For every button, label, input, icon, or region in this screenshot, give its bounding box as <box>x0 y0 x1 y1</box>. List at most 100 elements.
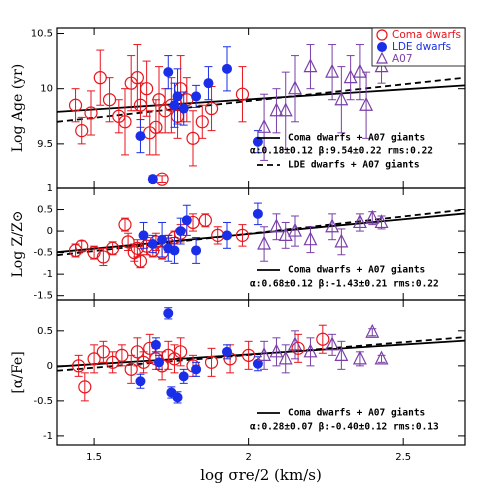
fit-line <box>57 208 465 257</box>
marker <box>252 136 263 147</box>
y-tick-label: -0.5 <box>33 396 53 407</box>
y-tick-label: 1 <box>47 183 53 194</box>
marker <box>195 115 209 129</box>
marker <box>352 350 367 365</box>
marker <box>169 100 180 111</box>
marker <box>124 362 138 376</box>
marker <box>84 106 98 120</box>
legend-marker <box>376 51 388 64</box>
fit-line <box>57 84 465 113</box>
marker <box>138 230 149 241</box>
fit-text: α:0.18±0.12 β:9.54±0.22 rms:0.22 <box>250 146 433 157</box>
marker <box>87 352 101 366</box>
marker <box>172 91 183 102</box>
marker <box>269 343 284 358</box>
marker <box>252 208 263 219</box>
marker <box>222 346 232 357</box>
x-tick-label: 1.5 <box>86 452 102 463</box>
marker <box>291 341 305 355</box>
y-axis-label: Log Z/Z⊙ <box>10 210 26 277</box>
y-axis-label: Log Age (yr) <box>10 64 26 152</box>
marker <box>121 235 135 249</box>
legend-marker <box>377 42 387 52</box>
marker <box>174 345 188 359</box>
marker <box>172 392 183 403</box>
marker <box>96 250 110 264</box>
line-label: Coma dwarfs + A07 giants <box>288 265 425 276</box>
marker <box>178 371 189 382</box>
marker <box>178 103 189 114</box>
marker <box>303 343 318 358</box>
x-axis-label: log σre/2 (km/s) <box>200 466 322 484</box>
marker <box>288 222 302 237</box>
marker <box>334 91 349 106</box>
y-tick-label: -1.5 <box>33 291 53 302</box>
marker <box>118 115 132 129</box>
marker <box>352 63 367 78</box>
marker <box>78 380 92 394</box>
marker <box>288 80 302 95</box>
marker <box>75 124 89 138</box>
marker <box>325 336 340 351</box>
marker <box>316 332 330 346</box>
y-tick-label: 10 <box>40 84 53 95</box>
line-label: Coma dwarfs + A07 giants <box>288 408 425 419</box>
marker <box>269 102 284 117</box>
marker <box>257 346 272 361</box>
y-tick-label: -1 <box>43 431 53 442</box>
legend-label: A07 <box>392 53 413 65</box>
y-tick-label: 0.5 <box>37 326 53 337</box>
marker <box>75 239 89 253</box>
marker <box>222 63 232 74</box>
marker <box>288 336 302 351</box>
marker <box>252 358 263 369</box>
fit-text: α:0.28±0.07 β:-0.40±0.12 rms:0.13 <box>250 422 439 433</box>
legend-label: LDE dwarfs <box>392 41 451 53</box>
marker <box>352 214 367 229</box>
marker <box>198 213 212 227</box>
marker <box>157 234 168 245</box>
y-tick-label: -1 <box>43 269 53 280</box>
marker <box>135 131 146 142</box>
marker <box>325 218 340 233</box>
y-tick-label: 0.5 <box>37 205 53 216</box>
marker <box>68 98 83 112</box>
marker <box>278 227 293 241</box>
marker <box>235 87 250 101</box>
marker <box>222 230 232 241</box>
line-label: Coma dwarfs + A07 giants <box>288 133 425 144</box>
marker <box>106 241 120 255</box>
marker <box>374 214 389 229</box>
marker <box>175 226 186 237</box>
marker <box>365 209 380 224</box>
marker <box>118 218 132 232</box>
marker <box>163 67 174 78</box>
marker <box>242 348 256 362</box>
y-axis-label: [α/Fe] <box>10 351 26 393</box>
marker <box>365 323 380 338</box>
fit-line <box>57 76 465 123</box>
marker <box>278 350 293 365</box>
y-tick-label: -0.5 <box>33 248 53 259</box>
marker <box>127 246 141 260</box>
marker <box>135 376 146 387</box>
marker <box>235 228 250 242</box>
marker <box>257 118 272 133</box>
marker <box>359 96 374 111</box>
marker <box>106 355 120 369</box>
x-tick-label: 2.5 <box>395 452 411 463</box>
marker <box>374 350 389 365</box>
marker <box>147 174 158 185</box>
y-tick-label: 0 <box>47 226 53 237</box>
marker <box>334 233 349 248</box>
marker <box>303 231 318 246</box>
y-tick-label: 10.5 <box>31 29 53 40</box>
marker <box>163 308 174 319</box>
marker <box>72 359 86 373</box>
marker <box>133 254 148 268</box>
y-tick-label: 9.5 <box>37 139 53 150</box>
marker <box>191 91 202 102</box>
marker <box>140 82 154 96</box>
fit-text: α:0.68±0.12 β:-1.43±0.21 rms:0.22 <box>250 279 439 290</box>
